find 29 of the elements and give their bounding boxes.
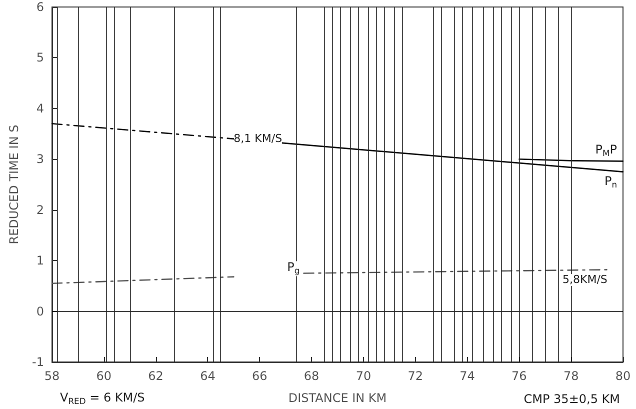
y-axis-title: REDUCED TIME IN S	[7, 124, 21, 244]
x-tick-label: 76	[512, 369, 527, 383]
x-tick-label: 78	[563, 369, 579, 383]
y-tick-label: 5	[36, 50, 44, 65]
x-tick-label: 66	[252, 369, 268, 383]
x-tick-label: 74	[460, 369, 475, 383]
x-tick-label: 58	[44, 369, 60, 383]
series-label: P$_{M}$P	[595, 142, 617, 158]
x-tick-label: 70	[356, 369, 372, 383]
series-label: P$_{g}$	[287, 260, 300, 276]
annotation: 5,8KM/S	[562, 272, 608, 286]
text: V$_{RED}$ = 6 KM/S	[60, 390, 145, 406]
text: CMP 35±0,5 KM	[524, 392, 620, 406]
x-axis-title: DISTANCE IN KM	[288, 391, 387, 405]
annotation: 8,1 KM/S	[234, 132, 282, 145]
x-tick-label: 80	[615, 369, 631, 383]
x-tick-label: 72	[408, 369, 424, 383]
x-tick-label: 62	[148, 369, 164, 383]
y-tick-label: -1	[32, 355, 44, 369]
y-tick-label: 6	[36, 0, 44, 14]
y-tick-label: 4	[36, 101, 44, 116]
x-tick-label: 60	[96, 369, 112, 383]
y-tick-label: 0	[36, 304, 44, 318]
y-tick-label: 2	[36, 202, 44, 217]
y-tick-label: 3	[36, 152, 44, 166]
y-tick-label: 1	[36, 254, 44, 268]
x-tick-label: 64	[200, 369, 216, 383]
series-label: P$_{n}$	[604, 174, 617, 190]
x-tick-label: 68	[304, 369, 320, 383]
